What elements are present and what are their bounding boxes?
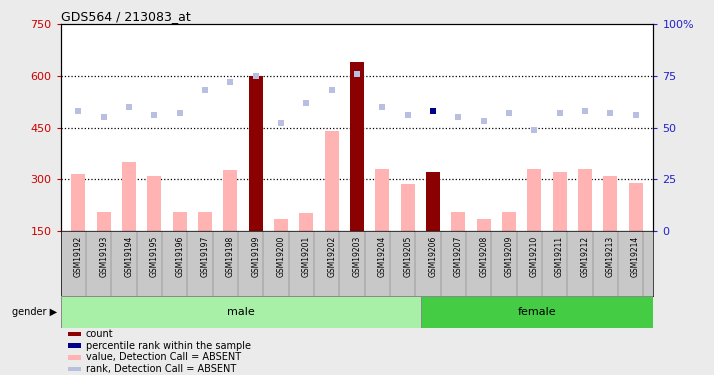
Bar bbox=[451, 212, 466, 231]
Bar bbox=[426, 172, 440, 231]
Bar bbox=[502, 212, 516, 231]
Bar bbox=[528, 169, 541, 231]
Text: GSM19200: GSM19200 bbox=[276, 236, 286, 277]
Bar bbox=[350, 62, 364, 231]
Bar bbox=[553, 172, 567, 231]
Bar bbox=[122, 162, 136, 231]
Bar bbox=[223, 171, 237, 231]
Bar bbox=[97, 212, 111, 231]
Text: GSM19199: GSM19199 bbox=[251, 236, 260, 277]
Bar bbox=[147, 176, 161, 231]
Text: GSM19194: GSM19194 bbox=[124, 236, 134, 277]
Bar bbox=[274, 219, 288, 231]
Bar bbox=[248, 76, 263, 231]
Text: GSM19202: GSM19202 bbox=[327, 236, 336, 277]
Bar bbox=[401, 184, 415, 231]
Text: percentile rank within the sample: percentile rank within the sample bbox=[86, 341, 251, 351]
Text: GSM19203: GSM19203 bbox=[353, 236, 361, 277]
Text: GSM19192: GSM19192 bbox=[74, 236, 83, 277]
Text: GSM19210: GSM19210 bbox=[530, 236, 539, 277]
Bar bbox=[68, 332, 81, 336]
Text: female: female bbox=[518, 307, 557, 317]
Text: GSM19196: GSM19196 bbox=[175, 236, 184, 277]
Text: GSM19207: GSM19207 bbox=[454, 236, 463, 277]
Bar bbox=[325, 131, 338, 231]
Text: GSM19198: GSM19198 bbox=[226, 236, 235, 277]
Text: GSM19209: GSM19209 bbox=[505, 236, 513, 277]
Text: GSM19201: GSM19201 bbox=[302, 236, 311, 277]
Bar bbox=[198, 212, 212, 231]
Bar bbox=[477, 219, 491, 231]
Bar bbox=[173, 212, 186, 231]
Text: male: male bbox=[227, 307, 255, 317]
Bar bbox=[68, 355, 81, 360]
Text: count: count bbox=[86, 329, 114, 339]
Text: rank, Detection Call = ABSENT: rank, Detection Call = ABSENT bbox=[86, 364, 236, 374]
Text: GSM19206: GSM19206 bbox=[428, 236, 438, 277]
Text: GSM19205: GSM19205 bbox=[403, 236, 412, 277]
Text: GDS564 / 213083_at: GDS564 / 213083_at bbox=[61, 10, 191, 23]
Bar bbox=[578, 169, 592, 231]
Text: GSM19212: GSM19212 bbox=[580, 236, 590, 277]
Bar bbox=[68, 367, 81, 372]
Bar bbox=[299, 213, 313, 231]
Bar bbox=[421, 296, 653, 328]
Text: gender ▶: gender ▶ bbox=[12, 307, 57, 317]
Bar bbox=[61, 296, 421, 328]
Text: GSM19211: GSM19211 bbox=[555, 236, 564, 277]
Bar bbox=[68, 344, 81, 348]
Bar bbox=[376, 169, 389, 231]
Text: GSM19197: GSM19197 bbox=[201, 236, 209, 277]
Bar bbox=[628, 183, 643, 231]
Text: GSM19193: GSM19193 bbox=[99, 236, 109, 277]
Text: GSM19213: GSM19213 bbox=[605, 236, 615, 277]
Text: GSM19195: GSM19195 bbox=[150, 236, 159, 277]
Text: GSM19204: GSM19204 bbox=[378, 236, 387, 277]
Text: GSM19208: GSM19208 bbox=[479, 236, 488, 277]
Text: value, Detection Call = ABSENT: value, Detection Call = ABSENT bbox=[86, 352, 241, 362]
Bar bbox=[603, 176, 617, 231]
Bar bbox=[71, 174, 86, 231]
Text: GSM19214: GSM19214 bbox=[631, 236, 640, 277]
